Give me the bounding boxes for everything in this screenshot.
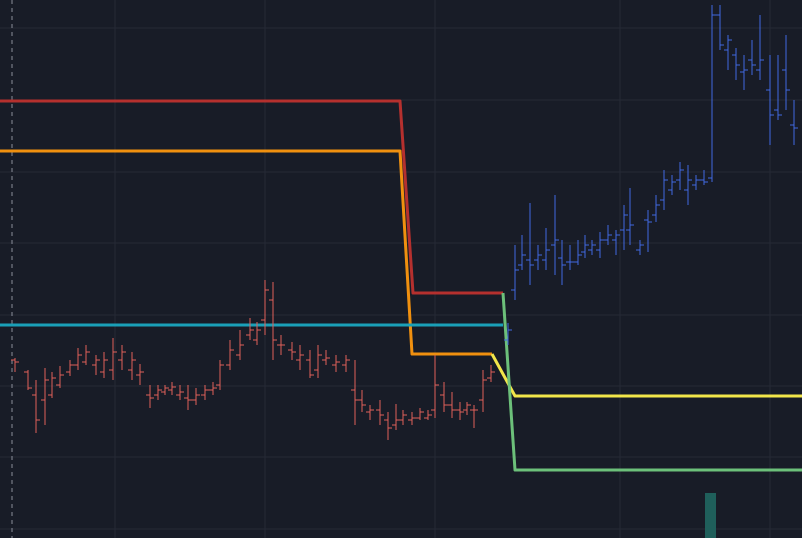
ohlc-series [11,280,495,440]
volume-bar [705,493,716,538]
indicator-line [490,353,802,398]
indicator-line [0,99,503,295]
indicator-line [501,292,802,472]
indicator-line [0,149,492,356]
plot [0,5,802,538]
ohlc-series [504,5,798,345]
